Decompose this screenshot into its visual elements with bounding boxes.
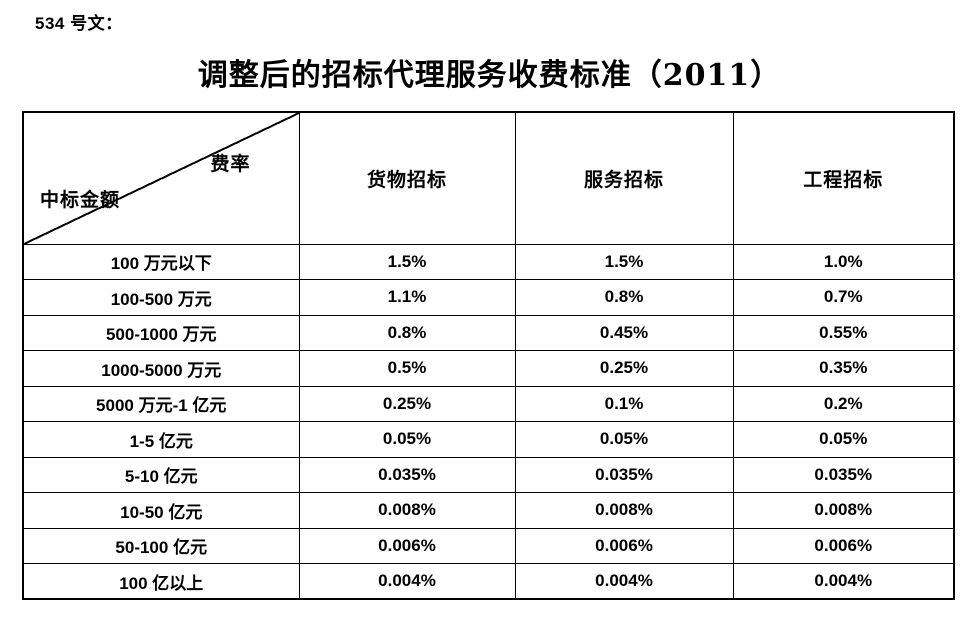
rate-cell: 0.004% bbox=[732, 563, 955, 600]
table-row: 100 亿以上 0.004% 0.004% 0.004% bbox=[22, 563, 955, 600]
column-header-goods: 货物招标 bbox=[298, 111, 516, 245]
fee-standard-table: 费率 中标金额 货物招标 服务招标 工程招标 100 万元以下 1.5% 1.5… bbox=[22, 111, 955, 600]
rate-cell: 0.25% bbox=[298, 385, 516, 422]
column-header-engineering: 工程招标 bbox=[732, 111, 955, 245]
rate-cell: 1.5% bbox=[298, 243, 516, 280]
corner-label-amount: 中标金额 bbox=[40, 188, 121, 211]
rate-cell: 0.008% bbox=[514, 492, 734, 529]
amount-cell: 100 万元以下 bbox=[22, 243, 300, 280]
rate-cell: 0.035% bbox=[732, 456, 955, 493]
table-header-row: 费率 中标金额 货物招标 服务招标 工程招标 bbox=[22, 111, 955, 245]
rate-cell: 0.2% bbox=[732, 385, 955, 422]
rate-cell: 0.05% bbox=[514, 421, 734, 458]
amount-cell: 50-100 亿元 bbox=[22, 527, 300, 564]
rate-cell: 0.55% bbox=[732, 314, 955, 351]
rate-cell: 0.006% bbox=[514, 527, 734, 564]
table-row: 5000 万元-1 亿元 0.25% 0.1% 0.2% bbox=[22, 385, 955, 422]
rate-cell: 1.0% bbox=[732, 243, 955, 280]
amount-cell: 500-1000 万元 bbox=[22, 314, 300, 351]
corner-header-cell: 费率 中标金额 bbox=[22, 111, 300, 245]
amount-cell: 10-50 亿元 bbox=[22, 492, 300, 529]
rate-cell: 0.035% bbox=[514, 456, 734, 493]
page-title: 调整后的招标代理服务收费标准（2011） bbox=[197, 58, 782, 93]
rate-cell: 0.006% bbox=[298, 527, 516, 564]
corner-label-rate: 费率 bbox=[210, 153, 251, 175]
rate-cell: 0.1% bbox=[514, 385, 734, 422]
rate-cell: 0.7% bbox=[732, 279, 955, 316]
rate-cell: 0.008% bbox=[298, 492, 516, 529]
table-row: 100 万元以下 1.5% 1.5% 1.0% bbox=[22, 243, 955, 280]
rate-cell: 0.05% bbox=[732, 421, 955, 458]
amount-cell: 1-5 亿元 bbox=[22, 421, 300, 458]
rate-cell: 0.25% bbox=[514, 350, 734, 387]
amount-cell: 100 亿以上 bbox=[22, 563, 300, 600]
amount-cell: 5-10 亿元 bbox=[22, 456, 300, 493]
rate-cell: 0.004% bbox=[514, 563, 734, 600]
table-row: 50-100 亿元 0.006% 0.006% 0.006% bbox=[22, 527, 955, 564]
rate-cell: 0.05% bbox=[298, 421, 516, 458]
rate-cell: 0.035% bbox=[298, 456, 516, 493]
table-row: 5-10 亿元 0.035% 0.035% 0.035% bbox=[22, 456, 955, 493]
amount-cell: 100-500 万元 bbox=[22, 279, 300, 316]
rate-cell: 1.1% bbox=[298, 279, 516, 316]
table-row: 1000-5000 万元 0.5% 0.25% 0.35% bbox=[22, 350, 955, 387]
doc-number-label: 534 号文： bbox=[35, 14, 123, 33]
rate-cell: 0.004% bbox=[298, 563, 516, 600]
rate-cell: 0.45% bbox=[514, 314, 734, 351]
amount-cell: 5000 万元-1 亿元 bbox=[22, 385, 300, 422]
rate-cell: 0.35% bbox=[732, 350, 955, 387]
rate-cell: 0.5% bbox=[298, 350, 516, 387]
table-row: 10-50 亿元 0.008% 0.008% 0.008% bbox=[22, 492, 955, 529]
rate-cell: 1.5% bbox=[514, 243, 734, 280]
rate-cell: 0.006% bbox=[732, 527, 955, 564]
table-row: 500-1000 万元 0.8% 0.45% 0.55% bbox=[22, 314, 955, 351]
table-row: 100-500 万元 1.1% 0.8% 0.7% bbox=[22, 279, 955, 316]
table-row: 1-5 亿元 0.05% 0.05% 0.05% bbox=[22, 421, 955, 458]
column-header-services: 服务招标 bbox=[514, 111, 734, 245]
rate-cell: 0.8% bbox=[298, 314, 516, 351]
rate-cell: 0.008% bbox=[732, 492, 955, 529]
rate-cell: 0.8% bbox=[514, 279, 734, 316]
amount-cell: 1000-5000 万元 bbox=[22, 350, 300, 387]
